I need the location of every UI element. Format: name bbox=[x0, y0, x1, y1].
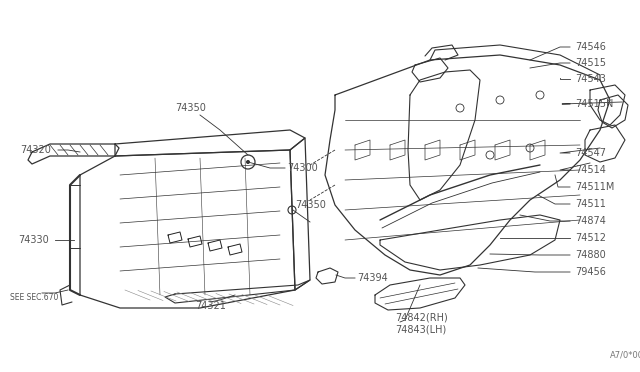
Text: 74515: 74515 bbox=[575, 58, 606, 68]
Text: 74880: 74880 bbox=[575, 250, 605, 260]
Text: A7/0*0032: A7/0*0032 bbox=[610, 351, 640, 360]
Text: 79456: 79456 bbox=[575, 267, 606, 277]
Text: 74842(RH): 74842(RH) bbox=[395, 313, 448, 323]
Text: 74300: 74300 bbox=[287, 163, 317, 173]
Text: 74330: 74330 bbox=[18, 235, 49, 245]
Text: 74350: 74350 bbox=[295, 200, 326, 210]
Text: 74511: 74511 bbox=[575, 199, 606, 209]
Text: 74543: 74543 bbox=[575, 74, 606, 84]
Text: SEE SEC.670: SEE SEC.670 bbox=[10, 294, 58, 302]
Text: 74394: 74394 bbox=[357, 273, 388, 283]
Text: 74874: 74874 bbox=[575, 216, 606, 226]
Text: 74514: 74514 bbox=[575, 165, 606, 175]
Text: 74512: 74512 bbox=[575, 233, 606, 243]
Text: 74321: 74321 bbox=[195, 301, 226, 311]
Text: 74350: 74350 bbox=[175, 103, 206, 113]
Text: 74546: 74546 bbox=[575, 42, 606, 52]
Circle shape bbox=[246, 160, 250, 164]
Text: 74320: 74320 bbox=[20, 145, 51, 155]
Text: 74515N: 74515N bbox=[575, 99, 613, 109]
Text: 74547: 74547 bbox=[575, 148, 606, 158]
Text: 74511M: 74511M bbox=[575, 182, 614, 192]
Text: 74843(LH): 74843(LH) bbox=[395, 325, 446, 335]
